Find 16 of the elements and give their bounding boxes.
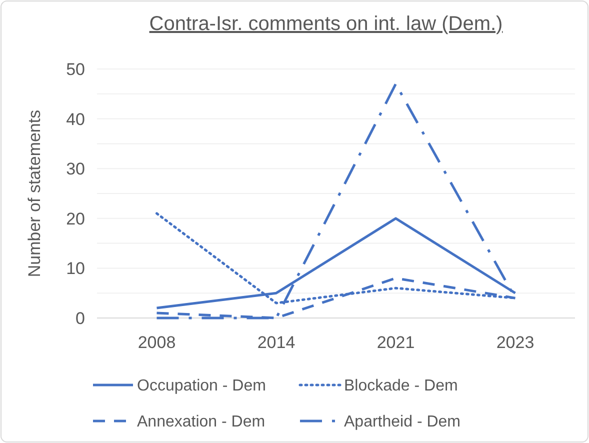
legend-label: Occupation - Dem bbox=[137, 378, 266, 395]
legend-label: Apartheid - Dem bbox=[344, 414, 460, 431]
legend-label: Blockade - Dem bbox=[344, 378, 458, 395]
chart-title: Contra-Isr. comments on int. law (Dem.) bbox=[149, 13, 503, 35]
y-tick-label: 30 bbox=[66, 160, 85, 179]
y-tick-label: 0 bbox=[76, 308, 85, 328]
y-tick-label: 40 bbox=[66, 110, 85, 129]
y-axis-title: Number of statements bbox=[25, 110, 44, 278]
y-tick-label: 20 bbox=[66, 209, 85, 228]
x-tick-label: 2014 bbox=[257, 333, 296, 352]
x-tick-label: 2021 bbox=[376, 333, 415, 352]
y-tick-label: 50 bbox=[66, 60, 85, 79]
x-tick-label: 2023 bbox=[496, 333, 534, 352]
y-tick-label: 10 bbox=[66, 259, 85, 278]
x-tick-label: 2008 bbox=[138, 333, 176, 352]
legend-label: Annexation - Dem bbox=[137, 414, 266, 431]
